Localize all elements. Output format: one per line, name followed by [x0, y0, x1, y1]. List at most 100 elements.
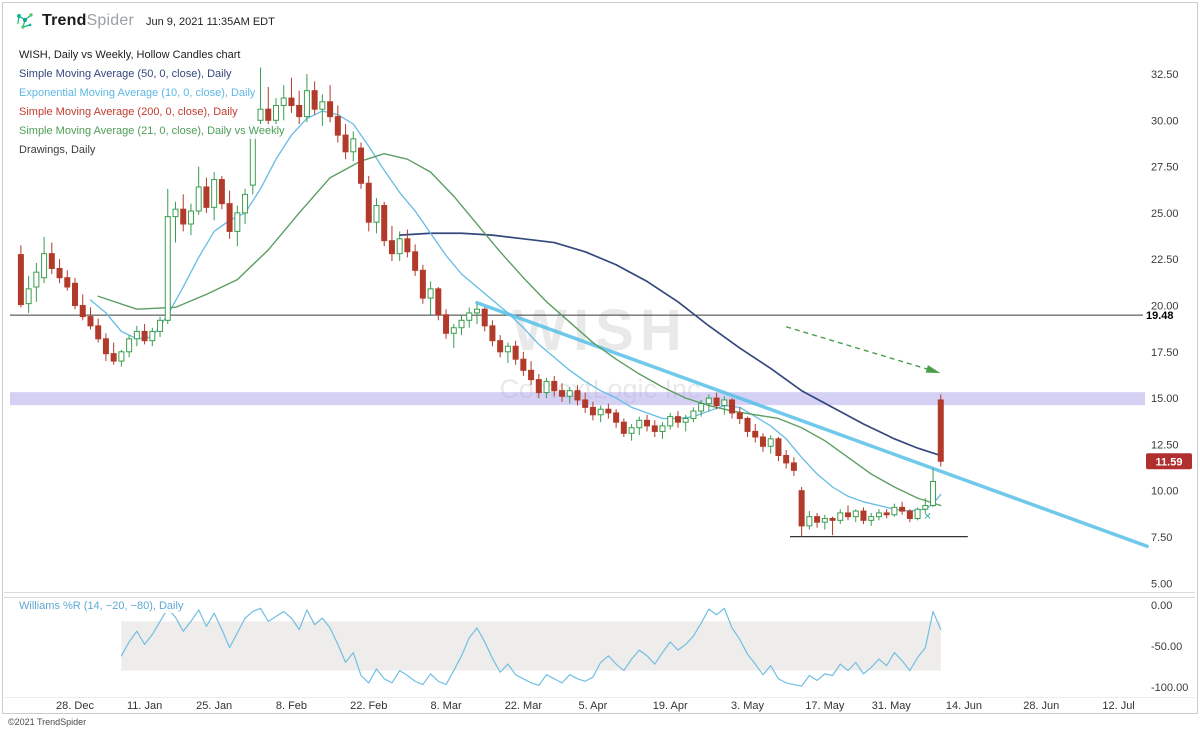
candle: [296, 104, 303, 118]
cross-marker: ✕: [923, 511, 931, 522]
downtrend-line-drawing[interactable]: [475, 300, 1149, 549]
candle: [875, 512, 882, 518]
candle: [187, 210, 194, 225]
candle: [883, 512, 890, 516]
candle: [682, 417, 689, 423]
candle: [543, 380, 550, 394]
candle: [327, 101, 334, 118]
chart-title[interactable]: WISH, Daily vs Weekly, Hollow Candles ch…: [16, 48, 244, 63]
candle: [404, 238, 411, 253]
candle: [234, 212, 241, 232]
candle: [242, 193, 249, 214]
candle: [729, 399, 736, 414]
drawing-price-label: 19.48: [1146, 310, 1174, 322]
candle: [930, 480, 937, 507]
candle: [736, 412, 743, 419]
candle: [775, 438, 782, 457]
candle: [868, 516, 875, 521]
date-axis-label: 8. Feb: [276, 700, 307, 712]
candle: [435, 288, 442, 316]
candle: [133, 330, 140, 340]
candle: [48, 253, 55, 269]
candle: [419, 269, 426, 299]
candle: [798, 490, 805, 527]
williams-axis-label: -100.00: [1151, 682, 1188, 694]
axes: 32.50 30.00 27.50 25.00 22.50 20.00 17.50 15.00…: [56, 69, 1188, 712]
williams-axis-label: 0.00: [1151, 600, 1172, 612]
candle: [272, 104, 279, 121]
last-price-badge-text: 11.59: [1156, 456, 1183, 468]
candle: [218, 179, 225, 205]
candle: [605, 408, 612, 414]
williams-r-label[interactable]: Williams %R (14, −20, −80), Daily: [16, 599, 187, 613]
price-axis-label: 30.00: [1151, 115, 1179, 127]
candle: [226, 203, 233, 232]
legend-item-1[interactable]: Exponential Moving Average (10, 0, close…: [16, 86, 259, 101]
candle: [899, 506, 906, 512]
candle: [157, 319, 164, 332]
date-axis-label: 28. Jun: [1023, 700, 1059, 712]
legend-item-2[interactable]: Simple Moving Average (200, 0, close), D…: [16, 105, 241, 120]
candle: [481, 308, 488, 327]
brand-bold: Trend: [42, 12, 87, 29]
candle: [845, 512, 852, 518]
date-axis-label: 11. Jan: [127, 700, 162, 712]
candle: [922, 505, 929, 510]
moving-average-lines: [89, 110, 942, 512]
candle: [937, 399, 944, 462]
candle: [589, 406, 596, 416]
candle: [837, 512, 844, 521]
candle: [412, 251, 419, 271]
candle: [489, 325, 496, 342]
candle: [466, 312, 473, 321]
candle: [342, 134, 349, 153]
candle: [126, 338, 133, 353]
candle: [644, 419, 651, 427]
candle: [535, 379, 542, 394]
date-axis-label: 3. May: [731, 700, 765, 712]
candle: [674, 416, 681, 423]
candle: [559, 390, 565, 397]
candle: [458, 319, 465, 329]
candle: [72, 282, 79, 306]
candle: [41, 253, 48, 279]
candle: [690, 410, 697, 419]
candle: [582, 399, 589, 408]
candle: [79, 305, 86, 318]
candle: [504, 345, 511, 353]
price-axis-label: 25.00: [1151, 208, 1179, 220]
candle: [914, 508, 921, 519]
date-axis-label: 22. Feb: [350, 700, 387, 712]
candle: [265, 108, 272, 121]
candle: [64, 277, 71, 288]
legend-item-4[interactable]: Drawings, Daily: [16, 143, 99, 158]
candle: [203, 186, 210, 208]
candle: [852, 510, 859, 518]
sma-21-daily-vs-weekly-line: [97, 152, 942, 507]
chart-timestamp: Jun 9, 2021 11:35AM EDT: [146, 16, 275, 28]
candle: [334, 116, 341, 136]
candle: [180, 208, 187, 225]
candle: [520, 358, 527, 371]
dashed-arrow-drawing[interactable]: [785, 326, 935, 372]
candle: [860, 510, 867, 521]
legend-item-0[interactable]: Simple Moving Average (50, 0, close), Da…: [16, 67, 235, 82]
candle: [102, 338, 109, 355]
price-axis-label: 20.00: [1151, 301, 1179, 313]
candle: [373, 204, 380, 223]
price-axis-label: 17.50: [1151, 347, 1179, 359]
candle: [814, 516, 821, 523]
candle: [149, 330, 156, 342]
candle: [891, 506, 898, 516]
candle: [311, 90, 318, 110]
candle: [613, 412, 620, 423]
trendspider-logo-icon: [16, 13, 33, 29]
last-price-badge: [1146, 453, 1192, 470]
candle: [551, 380, 558, 392]
brand-wordmark[interactable]: TrendSpider: [42, 12, 134, 30]
arrowhead: [925, 365, 941, 373]
legend-item-3[interactable]: Simple Moving Average (21, 0, close), Da…: [16, 124, 288, 139]
candle: [33, 271, 40, 288]
date-axis-label: 5. Apr: [579, 700, 608, 712]
